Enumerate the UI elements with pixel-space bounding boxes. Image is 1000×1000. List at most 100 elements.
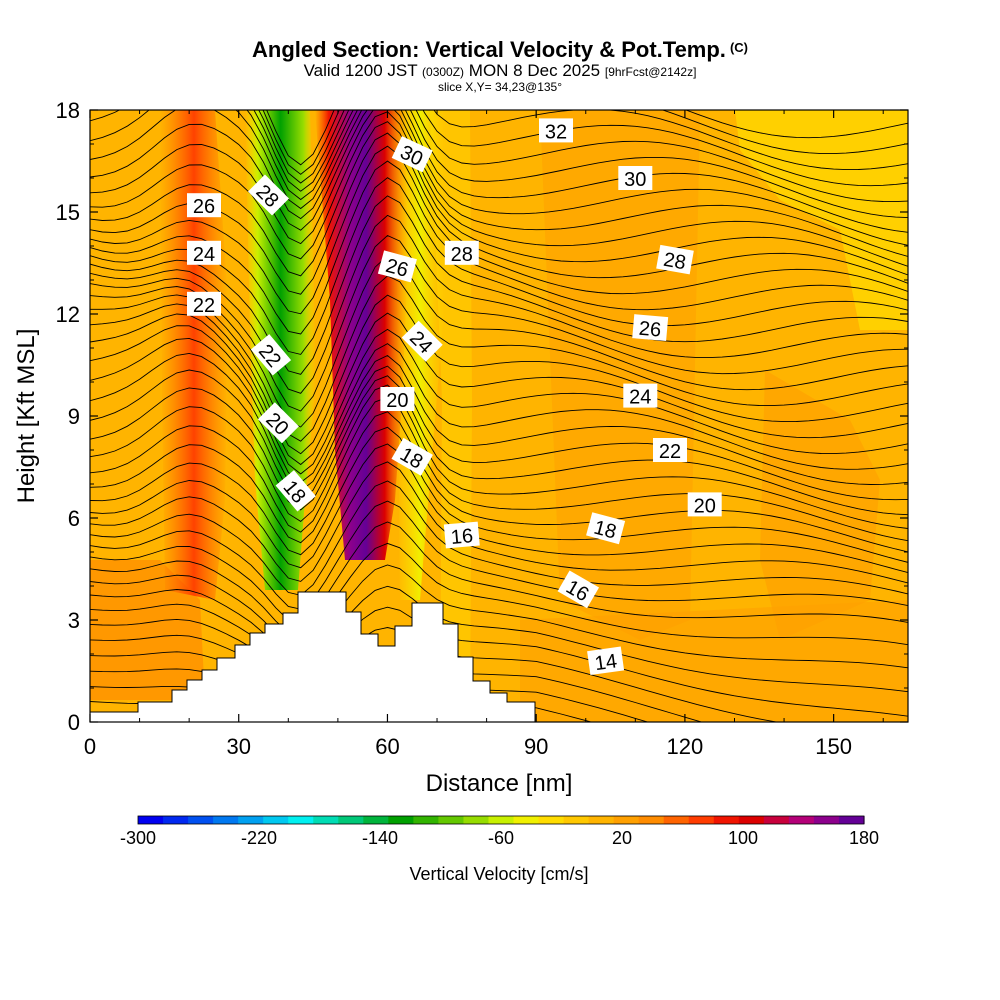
theta-contour-line <box>90 375 908 516</box>
theta-contour-line <box>90 177 908 355</box>
y-tick-label: 12 <box>56 302 80 327</box>
theta-contour-line <box>90 411 908 553</box>
theta-contour-line <box>90 110 908 219</box>
theta-contour-line <box>90 426 908 563</box>
colorbar-swatch <box>438 816 465 824</box>
contour-label-box <box>618 166 653 190</box>
colorbar-swatch <box>488 816 515 824</box>
theta-contour-line <box>90 110 908 246</box>
theta-contour-line <box>90 214 908 394</box>
contour-label: 24 <box>623 383 658 409</box>
theta-contours <box>90 110 908 722</box>
colorbar-swatch <box>663 816 690 824</box>
contour-label-text: 22 <box>659 441 681 463</box>
colorbar-swatch <box>238 816 264 824</box>
colorbar-swatch <box>513 816 540 824</box>
theta-contour-line <box>90 384 908 529</box>
theta-contour-line <box>90 255 908 428</box>
chart-title: Angled Section: Vertical Velocity & Pot.… <box>0 36 1000 62</box>
theta-contour-line <box>90 325 908 475</box>
units-mark: (C) <box>729 40 748 55</box>
colorbar-swatch <box>638 816 665 824</box>
contour-label-box <box>656 244 694 275</box>
theta-contour-line <box>90 521 908 624</box>
x-tick-label: 90 <box>524 734 548 759</box>
axes: 0 30 60 90 120 150 0 3 6 9 12 15 18 <box>56 98 908 759</box>
contour-label: 26 <box>632 314 669 342</box>
colorbar-swatch <box>838 816 865 824</box>
contour-label-box <box>391 437 433 476</box>
slice-info: slice X,Y= 34,23@135° <box>437 80 563 94</box>
colorbar-swatch <box>563 816 590 824</box>
field-band-purple <box>315 110 408 560</box>
contour-label-box <box>443 521 480 549</box>
contour-label-text: 26 <box>193 196 215 218</box>
theta-contour-line <box>90 480 908 596</box>
contour-label: 20 <box>380 387 415 412</box>
x-tick-label: 150 <box>815 734 852 759</box>
contour-label-text: 20 <box>694 495 716 517</box>
contour-label-box <box>653 438 687 462</box>
contour-label: 24 <box>187 240 221 266</box>
x-axis-label: Distance [nm] <box>426 770 573 797</box>
theta-contour-line <box>90 110 908 203</box>
colorbar-swatch <box>738 816 765 824</box>
theta-contour-line <box>90 443 908 574</box>
theta-contour-line <box>90 312 908 466</box>
contour-label-box <box>247 174 290 216</box>
contour-label-box <box>632 314 669 342</box>
y-tick-label: 15 <box>56 200 80 225</box>
colorbar-swatch <box>213 816 239 824</box>
x-tick-label: 30 <box>226 734 250 759</box>
x-tick-label: 0 <box>84 734 96 759</box>
colorbar-swatch <box>363 816 389 824</box>
contour-label-box <box>586 512 626 545</box>
contour-label: 22 <box>653 438 687 463</box>
contour-label-box <box>587 646 625 676</box>
colorbar-tick-label: 100 <box>728 828 758 848</box>
field-patch-light <box>735 110 908 330</box>
theta-contour-line <box>253 110 908 192</box>
contour-label: 16 <box>443 521 480 549</box>
theta-contour-line <box>90 160 908 335</box>
contour-label-text: 28 <box>451 244 473 266</box>
y-axis-label: Height [Kft MSL] <box>13 329 40 504</box>
contour-label: 28 <box>444 240 479 266</box>
contour-label-text: 14 <box>593 650 618 675</box>
chart-title-text: Angled Section: Vertical Velocity & Pot.… <box>252 37 726 62</box>
colorbar-swatch <box>263 816 289 824</box>
theta-contour-line <box>90 500 908 610</box>
contour-label-box <box>187 240 221 265</box>
field-patch-orange <box>520 600 908 722</box>
colorbar-swatch <box>813 816 840 824</box>
y-tick-label: 0 <box>68 710 80 735</box>
colorbar-tick-label: -140 <box>362 828 398 848</box>
valid-prefix: Valid 1200 JST <box>303 61 418 80</box>
forecast-tag: [9hrFcst@2142z] <box>604 65 697 79</box>
contour-label-box <box>250 334 292 376</box>
contour-label-box <box>557 570 600 609</box>
title-block: Angled Section: Vertical Velocity & Pot.… <box>0 36 1000 94</box>
theta-contour-line <box>90 110 908 257</box>
theta-contour-line <box>90 111 908 267</box>
colorbar-swatch <box>788 816 815 824</box>
colorbar-label: Vertical Velocity [cm/s] <box>409 864 588 884</box>
theta-contour-line <box>90 337 908 483</box>
colorbar-swatch <box>588 816 615 824</box>
contour-label: 28 <box>656 244 694 275</box>
contour-label-box <box>391 136 433 173</box>
contour-label-text: 20 <box>386 390 408 412</box>
colorbar-frame <box>137 815 865 825</box>
contour-label-box <box>275 470 316 512</box>
contour-label: 26 <box>187 193 221 218</box>
theta-contour-line <box>90 275 908 442</box>
theta-contour-line <box>90 585 908 693</box>
colorbar-swatch <box>538 816 565 824</box>
colorbar-tick-label: -220 <box>241 828 277 848</box>
theta-contour-line <box>90 542 908 646</box>
colorbar-tick-label: 180 <box>849 828 879 848</box>
colorbar-swatch <box>138 816 164 824</box>
contour-label-box <box>401 320 443 362</box>
contour-label-text: 24 <box>193 244 215 266</box>
